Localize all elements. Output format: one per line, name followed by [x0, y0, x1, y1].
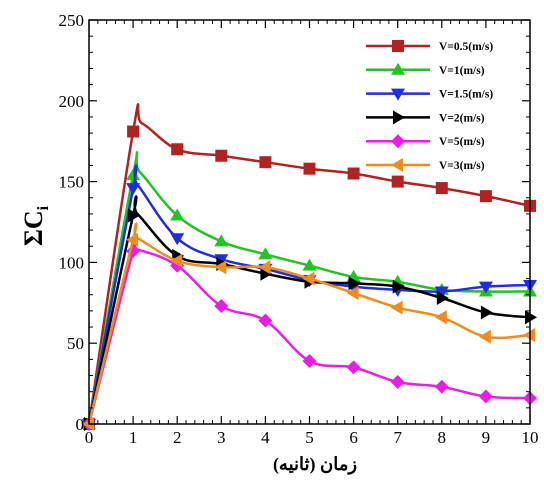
- series-6: [82, 222, 535, 431]
- x-tick-label: 1: [129, 428, 138, 447]
- x-tick-label: 4: [261, 428, 270, 447]
- legend-label: V=5(m/s): [439, 136, 485, 148]
- legend-marker: [391, 158, 403, 172]
- data-point: [214, 260, 227, 275]
- legend-item: V=1.5(m/s): [366, 88, 493, 101]
- data-point: [390, 375, 405, 389]
- x-tick-label: 7: [393, 428, 402, 447]
- legend: V=0.5(m/s) V=1(m/s) V=1.5(m/s) V=2(m/s) V=5(…: [366, 40, 493, 172]
- y-tick-label: 50: [67, 334, 84, 353]
- y-axis-title-subscript: i: [35, 205, 52, 210]
- legend-label: V=1(m/s): [439, 65, 485, 77]
- series-3: [82, 164, 537, 431]
- legend-label: V=2(m/s): [439, 112, 485, 124]
- data-point: [171, 143, 184, 156]
- legend-item: V=5(m/s): [366, 134, 485, 149]
- y-tick-label: 150: [59, 173, 85, 192]
- data-point: [348, 276, 361, 291]
- x-tick-label: 2: [173, 428, 182, 447]
- y-axis-title: ΣCi: [19, 205, 52, 246]
- legend-marker: [391, 62, 405, 75]
- data-point: [480, 305, 493, 320]
- data-point: [214, 234, 229, 247]
- data-point: [258, 313, 273, 328]
- x-tick-label: 0: [85, 428, 94, 447]
- x-axis-title: زمان (ثانیه): [273, 454, 357, 475]
- data-point: [436, 291, 449, 305]
- data-point: [478, 389, 493, 404]
- x-tick-label: 9: [482, 428, 491, 447]
- data-point: [258, 247, 273, 260]
- data-point: [434, 286, 449, 299]
- data-point: [347, 167, 360, 180]
- x-tick-label: 3: [217, 428, 226, 447]
- data-point: [479, 190, 492, 203]
- legend-marker: [391, 134, 405, 149]
- data-point: [346, 360, 361, 375]
- x-tick-label: 8: [438, 428, 447, 447]
- data-point: [126, 168, 141, 181]
- data-point: [390, 300, 403, 315]
- data-point: [391, 175, 404, 188]
- data-point: [478, 329, 491, 344]
- y-tick-label: 250: [59, 11, 85, 30]
- legend-item: V=0.5(m/s): [366, 40, 493, 53]
- data-point: [170, 253, 183, 268]
- series-line: [87, 164, 531, 425]
- legend-marker: [392, 40, 404, 52]
- data-point: [126, 232, 139, 247]
- y-tick-label: 200: [59, 92, 85, 111]
- data-point: [346, 286, 359, 301]
- data-point: [170, 233, 185, 246]
- data-point: [434, 379, 449, 394]
- y-tick-label: 100: [59, 253, 85, 272]
- data-point: [523, 328, 535, 343]
- series-layer: [82, 103, 537, 431]
- x-tick-label: 5: [305, 428, 314, 447]
- data-point: [525, 310, 537, 325]
- data-point: [82, 417, 94, 431]
- data-point: [214, 299, 229, 313]
- y-axis-title-main: ΣC: [19, 210, 48, 246]
- legend-label: V=1.5(m/s): [439, 89, 493, 101]
- data-point: [215, 149, 228, 162]
- data-point: [434, 310, 447, 325]
- data-point: [435, 182, 448, 195]
- x-tick-label: 6: [349, 428, 358, 447]
- legend-item: V=2(m/s): [366, 110, 485, 125]
- legend-item: V=1(m/s): [366, 62, 485, 77]
- data-point: [302, 258, 317, 271]
- legend-marker: [393, 110, 405, 125]
- legend-label: V=0.5(m/s): [439, 41, 493, 53]
- data-point: [302, 271, 315, 286]
- data-point: [126, 183, 141, 196]
- data-point: [170, 208, 185, 221]
- data-point: [478, 281, 493, 294]
- data-point: [260, 266, 273, 281]
- y-tick-label: 0: [76, 415, 85, 434]
- data-point: [303, 162, 316, 175]
- data-point: [258, 260, 271, 275]
- series-1: [83, 103, 536, 430]
- data-point: [259, 156, 272, 169]
- data-point: [392, 279, 405, 294]
- x-tick-label: 10: [522, 428, 539, 447]
- series-4: [84, 195, 537, 431]
- legend-item: V=3(m/s): [366, 158, 485, 172]
- series-line: [87, 195, 531, 425]
- legend-marker: [391, 88, 405, 101]
- legend-label: V=3(m/s): [439, 160, 485, 172]
- data-point: [128, 208, 141, 223]
- data-point: [302, 354, 317, 368]
- series-line: [87, 222, 531, 425]
- data-point: [127, 125, 140, 138]
